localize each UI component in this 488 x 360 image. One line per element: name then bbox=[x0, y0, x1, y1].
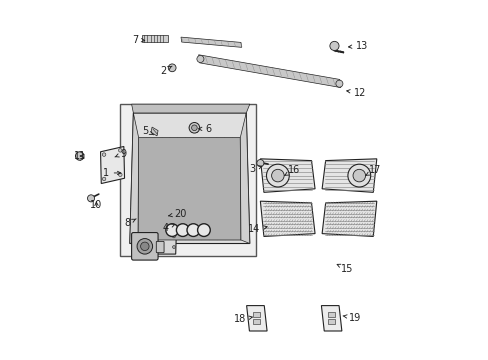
Circle shape bbox=[141, 242, 149, 251]
Text: 10: 10 bbox=[90, 200, 102, 210]
Circle shape bbox=[266, 164, 289, 187]
Circle shape bbox=[87, 195, 94, 202]
Circle shape bbox=[118, 149, 122, 152]
Circle shape bbox=[176, 224, 189, 237]
FancyBboxPatch shape bbox=[131, 233, 158, 260]
Polygon shape bbox=[322, 159, 376, 192]
Circle shape bbox=[75, 152, 84, 160]
Text: 14: 14 bbox=[247, 224, 266, 234]
Circle shape bbox=[189, 122, 199, 133]
Circle shape bbox=[186, 224, 199, 237]
Circle shape bbox=[256, 159, 264, 167]
Circle shape bbox=[191, 125, 197, 131]
Text: 9: 9 bbox=[115, 149, 126, 158]
Polygon shape bbox=[260, 201, 314, 237]
Text: 19: 19 bbox=[342, 312, 360, 323]
Text: 17: 17 bbox=[365, 165, 381, 175]
Polygon shape bbox=[142, 35, 167, 42]
Circle shape bbox=[197, 224, 210, 237]
Polygon shape bbox=[198, 55, 340, 87]
Text: 16: 16 bbox=[284, 165, 300, 175]
Polygon shape bbox=[130, 113, 139, 243]
Circle shape bbox=[197, 55, 203, 63]
Polygon shape bbox=[138, 138, 241, 240]
Circle shape bbox=[137, 239, 152, 254]
Polygon shape bbox=[147, 218, 176, 254]
Circle shape bbox=[329, 41, 338, 50]
Polygon shape bbox=[130, 113, 249, 243]
Text: 15: 15 bbox=[336, 264, 352, 274]
Polygon shape bbox=[253, 319, 260, 324]
FancyBboxPatch shape bbox=[120, 104, 256, 256]
Circle shape bbox=[172, 235, 175, 238]
Circle shape bbox=[271, 169, 284, 182]
Polygon shape bbox=[131, 104, 249, 113]
Text: 1: 1 bbox=[102, 168, 121, 178]
Polygon shape bbox=[260, 159, 314, 192]
Circle shape bbox=[102, 177, 105, 181]
Text: 11: 11 bbox=[74, 151, 86, 161]
Text: 7: 7 bbox=[132, 35, 144, 45]
Text: 20: 20 bbox=[168, 208, 186, 219]
Text: 6: 6 bbox=[198, 124, 211, 134]
Text: 2: 2 bbox=[160, 66, 172, 76]
Polygon shape bbox=[327, 312, 334, 316]
Text: 8: 8 bbox=[124, 218, 136, 228]
Polygon shape bbox=[181, 37, 241, 48]
Polygon shape bbox=[240, 113, 249, 243]
Polygon shape bbox=[101, 147, 124, 184]
Text: 4: 4 bbox=[162, 222, 174, 233]
Text: 18: 18 bbox=[234, 314, 252, 324]
Text: 12: 12 bbox=[346, 87, 366, 98]
Circle shape bbox=[165, 224, 178, 237]
Circle shape bbox=[172, 226, 175, 229]
Circle shape bbox=[168, 64, 176, 72]
Circle shape bbox=[172, 246, 175, 248]
Polygon shape bbox=[253, 312, 260, 316]
Polygon shape bbox=[327, 319, 334, 324]
Polygon shape bbox=[321, 306, 341, 331]
Polygon shape bbox=[151, 127, 158, 136]
Text: 3: 3 bbox=[248, 165, 262, 174]
Polygon shape bbox=[246, 306, 266, 331]
Text: 13: 13 bbox=[348, 41, 367, 51]
Text: 5: 5 bbox=[142, 126, 154, 136]
Circle shape bbox=[102, 153, 105, 156]
FancyBboxPatch shape bbox=[156, 242, 164, 253]
Circle shape bbox=[335, 80, 342, 87]
Circle shape bbox=[118, 173, 122, 176]
Circle shape bbox=[347, 164, 370, 187]
Circle shape bbox=[352, 169, 365, 182]
Polygon shape bbox=[322, 201, 376, 237]
